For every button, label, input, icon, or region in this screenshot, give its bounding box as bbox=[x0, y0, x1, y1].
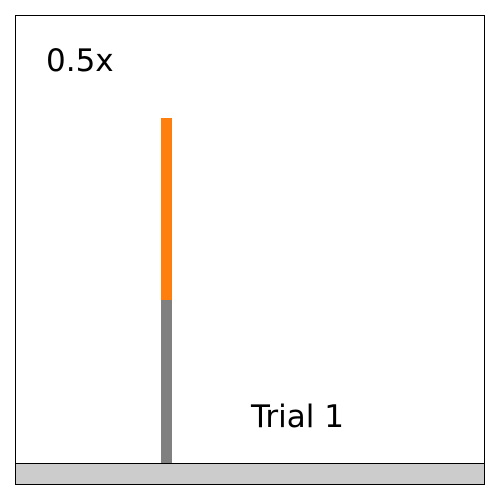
pole-upper-segment bbox=[161, 118, 172, 300]
pole-lower-segment bbox=[161, 300, 172, 465]
ground-strip bbox=[16, 463, 484, 484]
trial-counter: Trial 1 bbox=[251, 399, 344, 435]
play-area: 0.5x Trial 1 bbox=[15, 15, 485, 485]
speed-indicator: 0.5x bbox=[46, 43, 114, 79]
